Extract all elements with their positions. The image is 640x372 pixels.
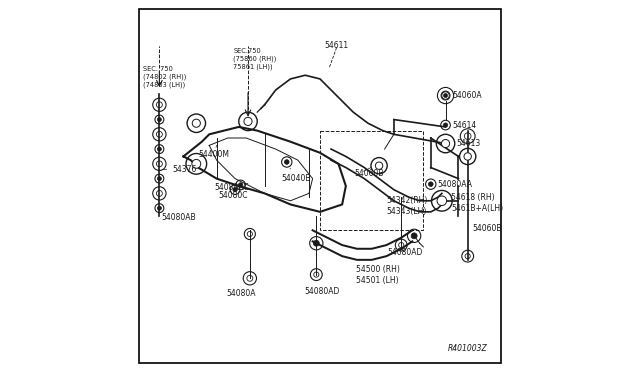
Text: 54060A: 54060A (452, 91, 482, 100)
Circle shape (376, 162, 383, 169)
Text: 54611: 54611 (324, 41, 349, 50)
Circle shape (157, 177, 161, 181)
Text: 54613: 54613 (456, 139, 480, 148)
Circle shape (244, 117, 252, 125)
Text: 54080AC: 54080AC (215, 183, 250, 192)
Text: SEC. 750
(74802 (RH))
(74803 (LH)): SEC. 750 (74802 (RH)) (74803 (LH)) (143, 66, 186, 88)
Circle shape (192, 119, 200, 127)
Text: 54618 (RH)
5461B+A(LH): 54618 (RH) 5461B+A(LH) (451, 193, 503, 213)
Text: 54400M: 54400M (198, 145, 229, 159)
Circle shape (442, 140, 449, 148)
Text: 54080A: 54080A (226, 289, 255, 298)
Text: 54614: 54614 (452, 121, 476, 129)
Text: 54500 (RH)
54501 (LH): 54500 (RH) 54501 (LH) (356, 264, 400, 285)
Text: 54080AD: 54080AD (304, 287, 340, 296)
Circle shape (464, 153, 472, 160)
Text: 54080AB: 54080AB (161, 213, 196, 222)
Text: 54376: 54376 (162, 165, 196, 174)
Circle shape (233, 187, 237, 192)
Text: 54060B: 54060B (355, 169, 384, 177)
Circle shape (239, 183, 243, 187)
Text: 54342(RH)
54343(LH): 54342(RH) 54343(LH) (387, 196, 428, 217)
Text: 54040B: 54040B (281, 168, 311, 183)
Circle shape (428, 182, 433, 186)
Circle shape (444, 93, 447, 97)
Circle shape (411, 233, 417, 239)
Text: 54060B: 54060B (472, 224, 502, 233)
Text: 54080AA: 54080AA (437, 180, 472, 189)
Circle shape (284, 160, 289, 164)
Text: SEC.750
(75860 (RH))
75861 (LH)): SEC.750 (75860 (RH)) 75861 (LH)) (233, 48, 276, 70)
Text: 54080C: 54080C (218, 192, 248, 201)
Circle shape (444, 123, 448, 127)
Text: 54080AD: 54080AD (388, 248, 423, 257)
Circle shape (157, 206, 161, 210)
Circle shape (314, 240, 319, 246)
Circle shape (157, 147, 161, 151)
Circle shape (157, 118, 161, 122)
Text: R401003Z: R401003Z (448, 344, 488, 353)
Circle shape (192, 160, 201, 168)
Circle shape (437, 196, 447, 206)
